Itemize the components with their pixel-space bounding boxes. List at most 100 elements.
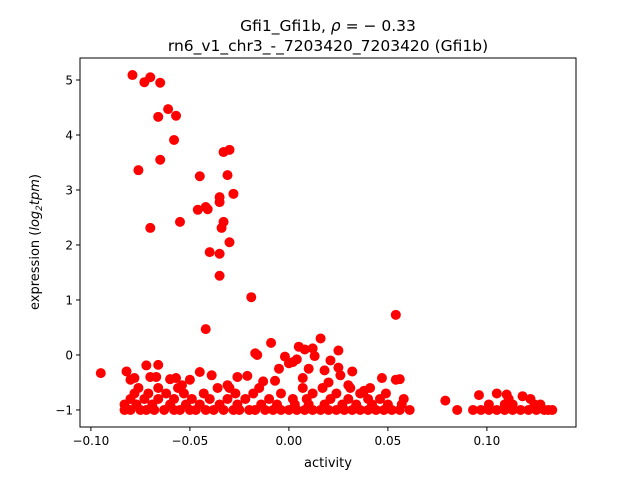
data-point xyxy=(171,110,182,121)
data-point xyxy=(161,388,172,399)
data-point xyxy=(153,111,164,122)
data-point xyxy=(176,380,187,391)
data-point xyxy=(224,144,235,155)
data-point xyxy=(325,355,336,366)
data-point xyxy=(155,77,166,88)
data-point xyxy=(394,374,405,385)
data-point xyxy=(192,204,203,215)
data-point xyxy=(125,374,136,385)
x-tick-label: −0.05 xyxy=(172,434,209,448)
data-point xyxy=(264,393,275,404)
data-point xyxy=(333,362,344,373)
points-layer xyxy=(95,70,558,415)
data-point xyxy=(186,393,197,404)
y-tick-label: 3 xyxy=(65,183,73,197)
data-point xyxy=(363,393,374,404)
data-point xyxy=(139,77,150,88)
data-point xyxy=(303,363,314,374)
data-point xyxy=(214,270,225,281)
data-point xyxy=(273,363,284,374)
data-point xyxy=(232,371,243,382)
data-point xyxy=(198,388,209,399)
data-point xyxy=(343,393,354,404)
y-tick-label: 0 xyxy=(65,348,73,362)
chart-title-line1: Gfi1_Gfi1b, ρ = − 0.33 xyxy=(240,17,416,36)
data-point xyxy=(228,188,239,199)
data-point xyxy=(194,399,205,410)
data-point xyxy=(319,365,330,376)
data-point xyxy=(174,216,185,227)
y-tick-label: 1 xyxy=(65,293,73,307)
data-point xyxy=(143,388,154,399)
data-point xyxy=(475,404,486,415)
data-point xyxy=(483,399,494,410)
x-tick-label: 0.10 xyxy=(474,434,501,448)
data-point xyxy=(163,104,174,115)
data-point xyxy=(491,388,502,399)
data-point xyxy=(155,154,166,165)
data-point xyxy=(404,404,415,415)
data-point xyxy=(468,404,479,415)
data-point xyxy=(535,399,546,410)
data-point xyxy=(222,393,233,404)
data-point xyxy=(343,380,354,391)
data-point xyxy=(297,382,308,393)
y-axis: −1 0 1 2 3 4 5 xyxy=(55,73,80,417)
data-point xyxy=(299,344,310,355)
data-point xyxy=(127,70,138,81)
data-point xyxy=(315,333,326,344)
data-point xyxy=(309,351,320,362)
data-point xyxy=(272,399,283,410)
data-point xyxy=(250,348,261,359)
data-point xyxy=(133,165,144,176)
data-point xyxy=(270,375,281,386)
data-point xyxy=(380,388,391,399)
data-point xyxy=(202,204,213,215)
data-point xyxy=(547,404,558,415)
data-point xyxy=(333,345,344,356)
y-axis-label: expression (log2tpm) xyxy=(28,174,45,310)
data-point xyxy=(145,222,156,233)
data-point xyxy=(204,247,215,258)
data-point xyxy=(517,391,528,402)
data-point xyxy=(275,388,286,399)
data-point xyxy=(307,343,318,354)
data-point xyxy=(121,366,132,377)
y-tick-label: 4 xyxy=(65,128,73,142)
data-point xyxy=(133,382,144,393)
x-tick-label: −0.10 xyxy=(72,434,109,448)
data-point xyxy=(194,171,205,182)
data-point xyxy=(515,404,526,415)
data-point xyxy=(246,292,257,303)
data-point xyxy=(335,370,346,381)
data-point xyxy=(258,376,269,387)
data-point xyxy=(323,377,334,388)
data-point xyxy=(153,393,164,404)
data-point xyxy=(256,399,267,410)
data-point xyxy=(376,373,387,384)
data-point xyxy=(171,373,182,384)
data-point xyxy=(200,324,211,335)
y-tick-label: −1 xyxy=(55,403,73,417)
x-tick-label: 0.05 xyxy=(375,434,402,448)
data-point xyxy=(331,388,342,399)
data-point xyxy=(206,370,217,381)
data-point xyxy=(297,373,308,384)
data-point xyxy=(214,197,225,208)
x-tick-label: 0.00 xyxy=(276,434,303,448)
data-point xyxy=(222,170,233,181)
y-tick-label: 2 xyxy=(65,238,73,252)
data-point xyxy=(359,385,370,396)
data-point xyxy=(501,389,512,400)
data-point xyxy=(398,393,409,404)
data-point xyxy=(169,393,180,404)
x-axis: −0.10 −0.05 0.00 0.05 0.10 xyxy=(72,427,500,448)
data-point xyxy=(452,404,463,415)
data-point xyxy=(525,393,536,404)
data-point xyxy=(153,382,164,393)
y-tick-label: 5 xyxy=(65,73,73,87)
plot-frame xyxy=(79,57,577,428)
data-point xyxy=(287,393,298,404)
data-point xyxy=(240,393,251,404)
